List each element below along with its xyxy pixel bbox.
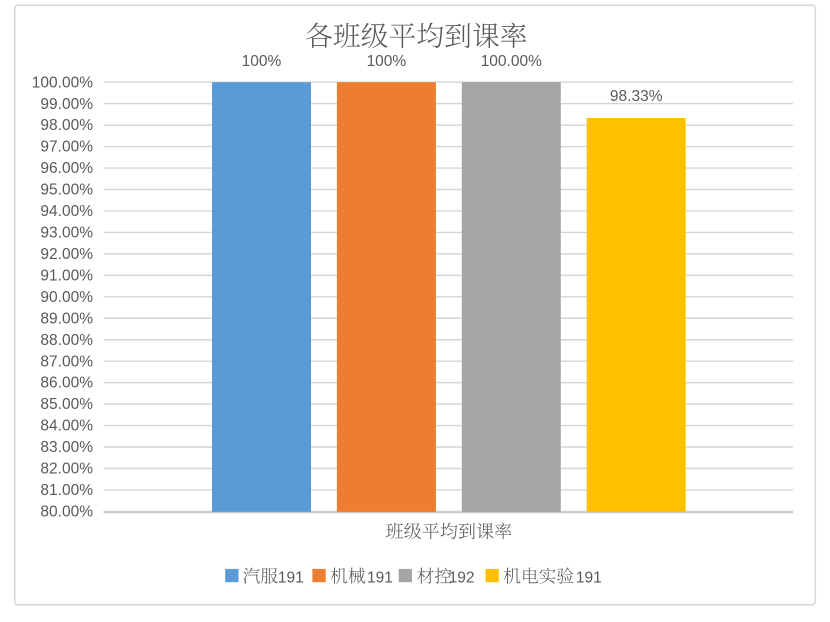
svg-text:95.00%: 95.00% xyxy=(40,182,93,199)
svg-text:84.00%: 84.00% xyxy=(40,418,93,435)
svg-text:191: 191 xyxy=(278,569,304,586)
svg-text:92.00%: 92.00% xyxy=(40,246,93,263)
svg-text:93.00%: 93.00% xyxy=(40,225,93,242)
svg-text:83.00%: 83.00% xyxy=(40,439,93,456)
svg-text:192: 192 xyxy=(449,569,475,586)
svg-text:99.00%: 99.00% xyxy=(40,96,93,113)
svg-text:82.00%: 82.00% xyxy=(40,461,93,478)
svg-text:81.00%: 81.00% xyxy=(40,482,93,499)
svg-text:98.00%: 98.00% xyxy=(40,117,93,134)
svg-text:88.00%: 88.00% xyxy=(40,332,93,349)
svg-text:80.00%: 80.00% xyxy=(40,504,93,521)
svg-text:191: 191 xyxy=(576,569,602,586)
svg-text:90.00%: 90.00% xyxy=(40,289,93,306)
svg-text:85.00%: 85.00% xyxy=(40,396,93,413)
svg-text:91.00%: 91.00% xyxy=(40,267,93,284)
svg-text:100.00%: 100.00% xyxy=(32,74,93,91)
svg-text:100%: 100% xyxy=(367,53,407,70)
svg-text:94.00%: 94.00% xyxy=(40,203,93,220)
svg-text:96.00%: 96.00% xyxy=(40,160,93,177)
svg-text:86.00%: 86.00% xyxy=(40,375,93,392)
svg-text:100.00%: 100.00% xyxy=(481,53,542,70)
svg-text:87.00%: 87.00% xyxy=(40,353,93,370)
svg-text:89.00%: 89.00% xyxy=(40,310,93,327)
svg-text:98.33%: 98.33% xyxy=(610,88,663,105)
svg-text:97.00%: 97.00% xyxy=(40,139,93,156)
svg-text:191: 191 xyxy=(367,569,393,586)
svg-text:100%: 100% xyxy=(242,53,282,70)
